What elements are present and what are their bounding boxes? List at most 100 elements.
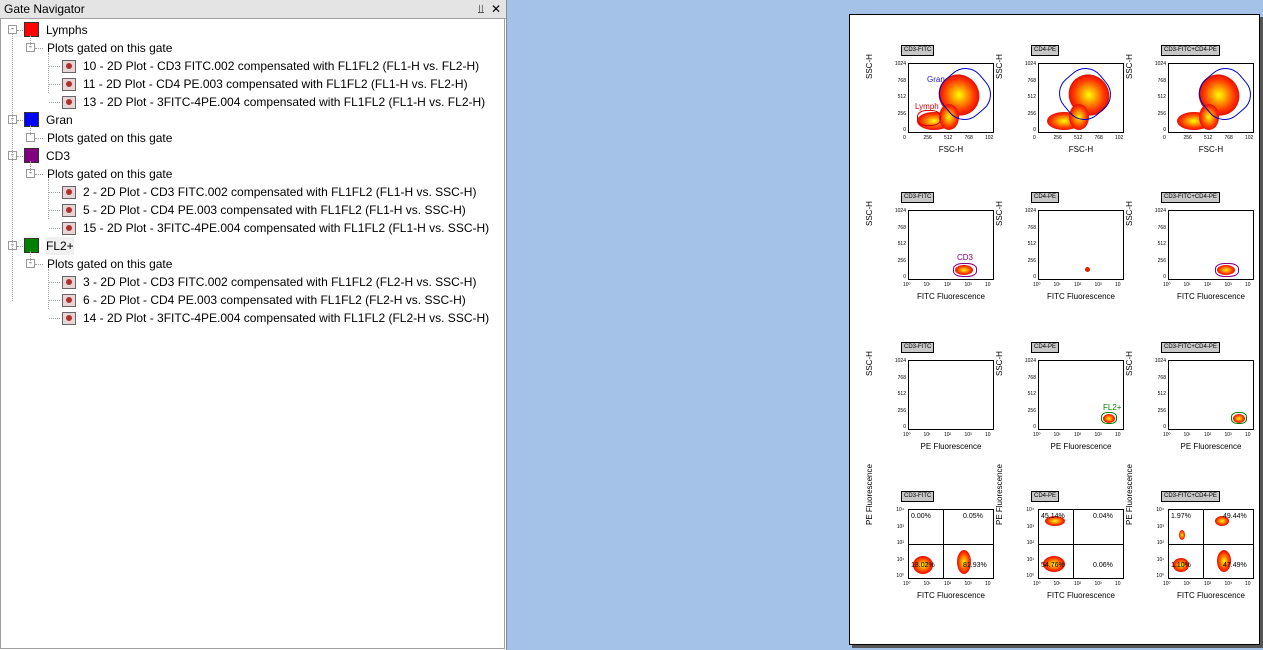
plot-item-label[interactable]: 11 - 2D Plot - CD4 PE.003 compensated wi… — [83, 77, 468, 91]
y-tick-label: 512 — [1027, 241, 1036, 247]
x-tick-label: 10¹ — [1053, 581, 1061, 587]
tree-connector — [30, 161, 31, 171]
dot-plot[interactable]: CD4-PE FL2+ SSC-H PE Fluorescence 1024 768 512… — [986, 342, 1124, 492]
subgroup-label[interactable]: Plots gated on this gate — [47, 257, 173, 271]
y-tick-label: 10¹ — [1026, 556, 1034, 563]
x-tick-label: 0 — [903, 135, 906, 141]
plot-area[interactable] — [1168, 63, 1254, 133]
plot-area[interactable]: FL2+ — [1038, 360, 1124, 430]
y-axis-label: SSC-H — [1125, 54, 1134, 79]
x-tick-label: 102 — [1115, 135, 1124, 141]
tree-connector — [17, 120, 23, 121]
x-axis-label: FITC Fluorescence — [916, 591, 986, 600]
dot-plot[interactable]: CD3-FITC Gran Lymph SSC-H FSC-H 1024 768 512 256… — [856, 45, 994, 195]
subgroup-label[interactable]: Plots gated on this gate — [47, 131, 173, 145]
plot-icon — [62, 276, 76, 289]
gate-outline[interactable] — [1101, 412, 1117, 424]
plot-item-label[interactable]: 2 - 2D Plot - CD3 FITC.002 compensated w… — [83, 185, 477, 199]
plot-item-label[interactable]: 5 - 2D Plot - CD4 PE.003 compensated wit… — [83, 203, 466, 217]
plot-item-label[interactable]: 15 - 2D Plot - 3FITC-4PE.004 compensated… — [83, 221, 490, 235]
y-tick-label: 10⁴ — [1156, 507, 1164, 513]
plot-item-label[interactable]: 3 - 2D Plot - CD3 FITC.002 compensated w… — [83, 275, 477, 289]
cell-population — [1199, 104, 1219, 130]
gate-node-label[interactable]: Lymphs — [46, 23, 88, 37]
x-tick-label: 10 — [1245, 282, 1251, 288]
y-tick-label: 0 — [1163, 274, 1166, 280]
plot-area[interactable]: 1.97% 49.44% 1.10% 47.49% — [1168, 509, 1254, 579]
plot-title: CD3-FITC+CD4-PE — [1161, 491, 1220, 502]
dot-plot[interactable]: CD3-FITC+CD4-PE SSC-H FITC Fluorescence 102… — [1116, 192, 1254, 342]
plot-item-label[interactable]: 13 - 2D Plot - 3FITC-4PE.004 compensated… — [83, 95, 486, 109]
y-tick-label: 256 — [1157, 110, 1166, 117]
gate-outline[interactable] — [1231, 412, 1247, 424]
x-tick-label: 10¹ — [1183, 282, 1191, 288]
dot-plot[interactable]: CD3-FITC 0.00% 0.05% 18.02% 81.93% PE Fluores… — [856, 464, 994, 641]
y-tick-label: 1024 — [1154, 358, 1166, 364]
plot-item-label[interactable]: 14 - 2D Plot - 3FITC-4PE.004 compensated… — [83, 311, 490, 325]
y-tick-label: 256 — [897, 257, 906, 264]
tree-connector — [49, 102, 60, 103]
plot-area[interactable]: 45.14% 0.04% 54.76% 0.06% — [1038, 509, 1124, 579]
plot-area[interactable] — [1038, 63, 1124, 133]
gate-node-label[interactable]: CD3 — [46, 149, 71, 163]
x-tick-label: 10³ — [964, 581, 972, 587]
dot-plot[interactable]: CD3-FITC+CD4-PE SSC-H PE Fluorescence 1024 7… — [1116, 342, 1254, 492]
y-tick-label: 768 — [1027, 374, 1036, 381]
x-tick-label: 0 — [1163, 135, 1166, 141]
plot-area[interactable] — [1168, 210, 1254, 280]
cell-population — [1173, 558, 1189, 572]
gate-outline[interactable] — [953, 263, 977, 277]
x-tick-label: 10³ — [1094, 432, 1102, 438]
dot-plot[interactable]: CD3-FITC+CD4-PE 1.97% 49.44% 1.10% 47.49% PE … — [1116, 464, 1254, 641]
dot-plot[interactable]: CD3-FITC SSC-H PE Fluorescence 1024 768 512 25… — [856, 342, 994, 492]
tree-connector — [30, 35, 31, 45]
y-tick-label: 10² — [896, 540, 904, 546]
plot-area[interactable] — [1168, 360, 1254, 430]
x-tick-label: 10³ — [1224, 282, 1232, 288]
dot-plot[interactable]: CD3-FITC CD3 SSC-H FITC Fluorescence 1024 768… — [856, 192, 994, 342]
gate-outline[interactable] — [917, 110, 941, 126]
x-tick-label: 10⁰ — [1163, 432, 1171, 438]
subgroup-label[interactable]: Plots gated on this gate — [47, 167, 173, 181]
cell-population — [1233, 414, 1245, 423]
y-axis-label: PE Fluorescence — [865, 464, 874, 525]
subgroup-label[interactable]: Plots gated on this gate — [47, 41, 173, 55]
tree-connector — [49, 228, 60, 229]
tree-connector — [49, 66, 60, 67]
y-tick-label: 0 — [1163, 424, 1166, 430]
plot-title: CD4-PE — [1031, 342, 1060, 353]
gate-node-label[interactable]: Gran — [46, 113, 73, 127]
x-tick-label: 10¹ — [1053, 282, 1061, 288]
plot-area[interactable]: CD3 — [908, 210, 994, 280]
x-tick-label: 10² — [1074, 432, 1082, 438]
pin-icon[interactable]: ⫫ — [477, 2, 485, 16]
y-tick-label: 0 — [1163, 127, 1166, 133]
plot-icon — [62, 204, 76, 217]
plot-item-label[interactable]: 10 - 2D Plot - CD3 FITC.002 compensated … — [83, 59, 480, 73]
y-tick-label: 256 — [897, 110, 906, 117]
x-tick-label: 102 — [1245, 135, 1254, 141]
y-tick-label: 1024 — [1024, 208, 1036, 214]
dot-plot[interactable]: CD3-FITC+CD4-PE SSC-H FSC-H 1024 768 512 256 0 0… — [1116, 45, 1254, 195]
quadrant-percentage: 0.04% — [1093, 513, 1113, 520]
dot-plot[interactable]: CD4-PE 45.14% 0.04% 54.76% 0.06% PE Fluoresce… — [986, 464, 1124, 641]
dot-plot[interactable]: CD4-PE SSC-H FITC Fluorescence 1024 768 512 25… — [986, 192, 1124, 342]
gate-tree[interactable]: - Lymphs - Plots gated on this gate 10 - 2D … — [0, 19, 505, 649]
plot-area[interactable] — [908, 360, 994, 430]
plot-icon — [62, 294, 76, 307]
dot-plot[interactable]: CD4-PE SSC-H FSC-H 1024 768 512 256 0 0 256 512 768… — [986, 45, 1124, 195]
gate-node-label[interactable]: FL2+ — [46, 237, 74, 255]
quadrant-divider — [909, 544, 993, 545]
x-tick-label: 10⁰ — [903, 581, 911, 587]
tree-connector — [48, 53, 49, 93]
plot-area[interactable] — [1038, 210, 1124, 280]
x-tick-label: 10² — [1204, 432, 1212, 438]
plot-area[interactable]: 0.00% 0.05% 18.02% 81.93% — [908, 509, 994, 579]
close-icon[interactable]: ✕ — [490, 2, 502, 16]
plot-area[interactable]: Gran Lymph — [908, 63, 994, 133]
tree-connector — [48, 269, 49, 309]
gate-outline[interactable] — [1215, 263, 1239, 277]
y-tick-label: 512 — [897, 94, 906, 100]
plot-item-label[interactable]: 6 - 2D Plot - CD4 PE.003 compensated wit… — [83, 293, 466, 307]
x-tick-label: 768 — [1094, 135, 1103, 141]
